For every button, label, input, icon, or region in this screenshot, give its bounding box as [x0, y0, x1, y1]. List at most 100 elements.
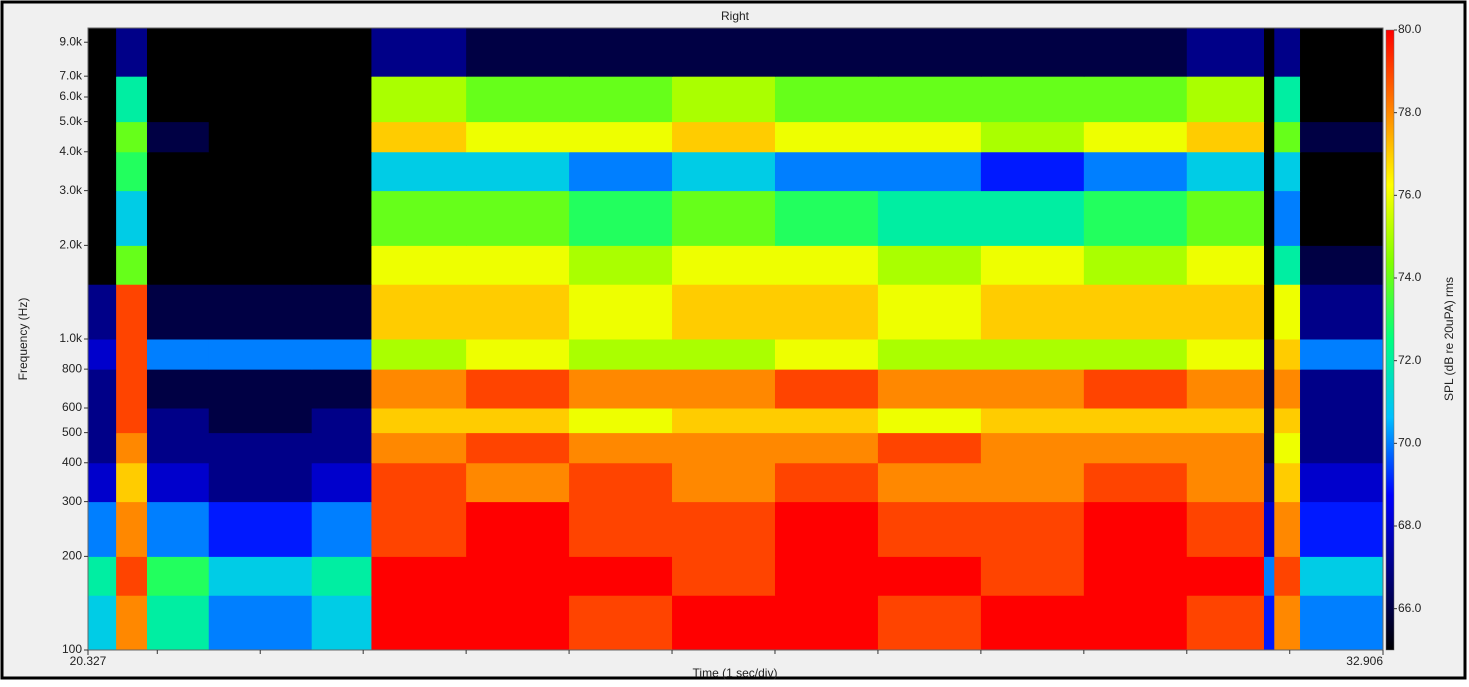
heatmap-cell: [116, 595, 148, 651]
heatmap-cell: [672, 76, 776, 123]
heatmap-cell: [877, 462, 982, 503]
heatmap-cell: [569, 339, 673, 370]
heatmap-cell: [980, 121, 1085, 153]
heatmap-cell: [208, 284, 313, 340]
heatmap-cell: [1263, 190, 1275, 246]
heatmap-cell: [1186, 595, 1265, 651]
heatmap-cell: [569, 556, 673, 596]
colorbar-tick-label: 78.0: [1398, 105, 1422, 119]
colorbar-tick-label: 76.0: [1398, 188, 1422, 202]
heatmap-cell: [208, 190, 313, 246]
heatmap-cell: [774, 245, 879, 285]
heatmap-cell: [672, 501, 776, 557]
heatmap-cell: [1300, 284, 1384, 340]
heatmap-cell: [980, 432, 1085, 464]
heatmap-cell: [672, 556, 776, 596]
heatmap-cell: [1300, 369, 1384, 409]
heatmap-cell: [311, 462, 372, 503]
heatmap-cell: [88, 121, 117, 153]
heatmap-cell: [371, 284, 467, 340]
y-tick-label: 400: [62, 455, 82, 469]
colorbar-tick-label: 66.0: [1398, 601, 1422, 615]
y-tick-label: 2.0k: [59, 238, 83, 252]
heatmap-cell: [672, 28, 776, 77]
heatmap-cell: [569, 76, 673, 123]
heatmap-cell: [146, 28, 210, 77]
chart-title: Right: [721, 9, 750, 23]
heatmap-cell: [1083, 501, 1188, 557]
heatmap-cell: [116, 339, 148, 370]
heatmap-cell: [1263, 151, 1275, 192]
heatmap-cell: [371, 501, 467, 557]
heatmap-cell: [371, 556, 467, 596]
heatmap-cell: [146, 339, 210, 370]
heatmap-cell: [1274, 190, 1301, 246]
heatmap-cell: [1274, 245, 1301, 285]
heatmap-cell: [146, 245, 210, 285]
heatmap-cell: [1083, 432, 1188, 464]
heatmap-cell: [208, 28, 313, 77]
heatmap-cell: [980, 462, 1085, 503]
heatmap-cell: [774, 407, 879, 434]
heatmap-cell: [1186, 369, 1265, 409]
heatmap-cell: [466, 284, 570, 340]
heatmap-cell: [1186, 28, 1265, 77]
heatmap-cell: [1083, 369, 1188, 409]
y-tick-label: 7.0k: [59, 68, 83, 82]
heatmap-cell: [208, 556, 313, 596]
heatmap-cell: [466, 28, 570, 77]
heatmap-cell: [311, 284, 372, 340]
heatmap-cell: [311, 245, 372, 285]
heatmap-cell: [116, 556, 148, 596]
heatmap-cell: [774, 462, 879, 503]
heatmap-cell: [774, 556, 879, 596]
heatmap-cell: [146, 121, 210, 153]
heatmap-cell: [877, 407, 982, 434]
heatmap-cell: [1263, 28, 1275, 77]
heatmap-cell: [466, 556, 570, 596]
heatmap-cell: [208, 462, 313, 503]
heatmap-cell: [1274, 432, 1301, 464]
heatmap-cell: [672, 432, 776, 464]
heatmap-cell: [1274, 462, 1301, 503]
heatmap-cell: [88, 76, 117, 123]
heatmap-cell: [208, 369, 313, 409]
heatmap-cell: [146, 151, 210, 192]
y-tick-label: 3.0k: [59, 183, 83, 197]
heatmap-cell: [88, 284, 117, 340]
heatmap-cell: [311, 121, 372, 153]
heatmap-cell: [1274, 28, 1301, 77]
heatmap-cell: [311, 432, 372, 464]
heatmap-cell: [116, 369, 148, 409]
heatmap-cell: [371, 369, 467, 409]
y-tick-label: 800: [62, 361, 82, 375]
heatmap-cell: [980, 501, 1085, 557]
heatmap-cell: [371, 245, 467, 285]
heatmap-cell: [1274, 76, 1301, 123]
heatmap-cell: [774, 369, 879, 409]
heatmap-cell: [672, 462, 776, 503]
heatmap-cell: [569, 407, 673, 434]
heatmap-cell: [116, 190, 148, 246]
heatmap-cell: [88, 28, 117, 77]
heatmap-cell: [116, 151, 148, 192]
heatmap-cell: [1263, 501, 1275, 557]
heatmap-cell: [1186, 121, 1265, 153]
heatmap-cell: [371, 462, 467, 503]
heatmap-cell: [466, 190, 570, 246]
heatmap-cell: [466, 595, 570, 651]
heatmap-cell: [569, 151, 673, 192]
heatmap-cell: [774, 121, 879, 153]
colorbar-tick-label: 72.0: [1398, 353, 1422, 367]
heatmap-cell: [1263, 121, 1275, 153]
heatmap-cell: [774, 28, 879, 77]
heatmap-cell: [1300, 76, 1384, 123]
heatmap-cell: [88, 595, 117, 651]
heatmap-cell: [466, 339, 570, 370]
heatmap-cell: [88, 501, 117, 557]
heatmap-cell: [569, 432, 673, 464]
heatmap-cell: [116, 501, 148, 557]
x-tick-label: 32.906: [1346, 654, 1383, 668]
heatmap-cell: [877, 369, 982, 409]
heatmap-cell: [1186, 462, 1265, 503]
